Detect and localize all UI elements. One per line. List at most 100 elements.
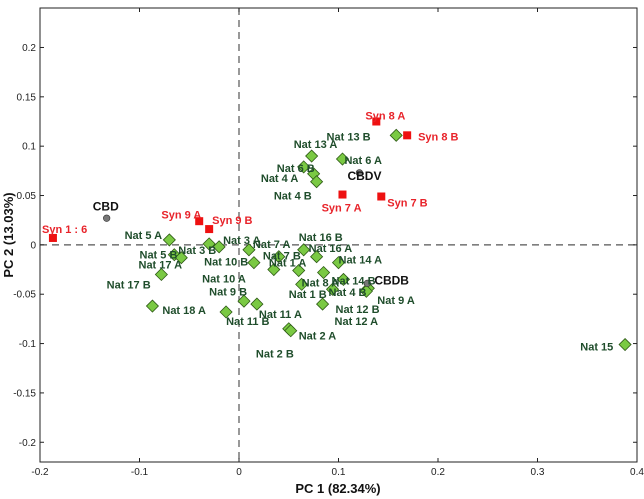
label-nat-3-b: Nat 3 B [178,245,216,257]
label-nat-12-a: Nat 12 A [335,316,379,328]
label-nat-1-b: Nat 1 B [289,289,327,301]
point-nat-1-a [292,263,306,278]
label-nat-2-b: Nat 2 B [256,348,294,360]
x-tick-label: 0.3 [531,467,545,478]
point-nat-14-a [331,256,346,270]
reference-lines [40,8,637,462]
label-nat-4-b: Nat 4 B [274,191,312,203]
x-tick-label: 0.1 [332,467,346,478]
point-syn-9-a [195,217,204,226]
point-nat-17-b [154,267,168,282]
label-syn-9-a: Syn 9 A [161,209,201,221]
point-nat-16-a [310,250,324,264]
label-nat-9-a: Nat 9 A [377,295,415,307]
label-cbd: CBD [93,199,119,213]
label-nat-15: Nat 15 [580,342,613,354]
label-nat-16-a: Nat 16 A [309,243,353,255]
point-syn-7-a [338,190,347,199]
label-nat-4-b: Nat 4 B [329,287,367,299]
x-tick-label: -0.1 [131,467,149,478]
label-nat-14-b: Nat 14 B [332,275,376,287]
point-nat-7-b [272,250,286,264]
label-nat-5-a: Nat 5 A [125,230,163,242]
plot-frame [39,7,638,463]
point-nat-15 [618,337,632,352]
point-nat-13-a [305,149,319,163]
point-nat-11-a [250,297,264,311]
point-cbdb [363,279,371,287]
x-tick-label: 0.4 [630,467,644,478]
label-cbdv: CBDV [347,169,381,183]
point-nat-10-b [247,256,261,270]
y-tick-label: -0.05 [13,290,36,301]
label-syn-8-a: Syn 8 A [365,111,405,123]
y-tick-label: -0.2 [19,438,37,449]
point-nat-18-a [145,299,160,313]
point-nat-12-a [359,284,373,298]
axis-ticks: -0.2 -0.1 0 0.1 0.2 0.3 0.4 -0.2 -0.15 -0.1 -0.05 0… [13,8,644,478]
label-nat-9-b: Nat 9 B [209,286,247,298]
point-nat-4-b [325,282,340,296]
point-nat-12-b [316,297,330,311]
label-nat-4-a: Nat 4 A [261,173,299,185]
y-tick-label: 0.2 [22,43,36,54]
label-nat-8-a: Nat 8 A [302,277,340,289]
y-tick-label: 0 [30,240,36,251]
label-syn-8-b: Syn 8 B [418,131,458,143]
label-cbdb: CBDB [374,273,409,287]
data-points [48,117,632,352]
point-nat-2-b [284,324,298,338]
label-nat-13-b: Nat 13 B [327,131,371,143]
point-nat-5-a [162,233,176,247]
x-axis-title: PC 1 (82.34%) [295,481,380,496]
label-nat-7-a: Nat 7 A [253,239,291,251]
label-nat-6-b: Nat 6 B [277,163,315,175]
label-nat-14-a: Nat 14 A [339,255,383,267]
point-cbd [103,214,111,222]
point-syn-8-b [403,131,412,140]
label-nat-6-a: Nat 6 A [344,155,382,167]
label-nat-7-b: Nat 7 B [263,251,301,263]
point-nat-6-a [335,152,350,166]
y-tick-label: 0.15 [17,92,37,103]
x-tick-label: -0.2 [31,467,49,478]
label-nat-5-b: Nat 5 B [140,250,178,262]
label-syn-7-b: Syn 7 B [387,197,427,209]
point-nat-16-b [297,243,311,257]
label-syn-9-b: Syn 9 B [212,215,252,227]
point-nat-9-b [237,294,251,308]
point-syn-1-6 [48,233,57,242]
label-nat-10-b: Nat 10 B [204,257,248,269]
label-nat-17-a: Nat 17 A [139,260,183,272]
label-nat-16-b: Nat 16 B [299,232,343,244]
point-syn-7-b [377,192,386,201]
label-syn-7-a: Syn 7 A [322,202,362,214]
label-nat-18-a: Nat 18 A [162,305,206,317]
label-nat-10-a: Nat 10 A [202,273,246,285]
point-syn-9-b [205,225,214,234]
point-nat-14-b [336,272,351,286]
label-nat-3-a: Nat 3 A [223,235,261,247]
y-tick-label: 0.1 [22,142,36,153]
label-nat-11-b: Nat 11 B [226,316,269,328]
point-nat-1-b [295,277,309,291]
point-nat-10-a [267,262,281,277]
point-nat-6-b [297,160,311,174]
y-tick-label: 0.05 [17,191,37,202]
point-syn-8-a [372,117,381,126]
label-nat-12-b: Nat 12 B [336,304,380,316]
label-nat-17-b: Nat 17 B [107,279,151,291]
label-nat-1-a: Nat 1 A [269,258,307,270]
x-tick-label: 0 [236,467,242,478]
label-syn-1-6: Syn 1 : 6 [42,224,87,236]
x-tick-label: 0.2 [431,467,445,478]
point-nat-8-a [317,265,331,280]
y-tick-label: -0.1 [19,339,37,350]
point-labels: Nat 1 A Nat 1 B Nat 2 A Nat 2 B Nat 3 A Nat 3… [42,111,613,361]
label-nat-11-a: Nat 11 A [259,309,302,321]
point-nat-3-a [212,240,226,254]
y-axis-title: PC 2 (13.03%) [1,192,16,277]
point-nat-7-a [242,243,256,257]
point-nat-4-b [310,175,324,189]
point-nat-13-b [389,128,403,142]
